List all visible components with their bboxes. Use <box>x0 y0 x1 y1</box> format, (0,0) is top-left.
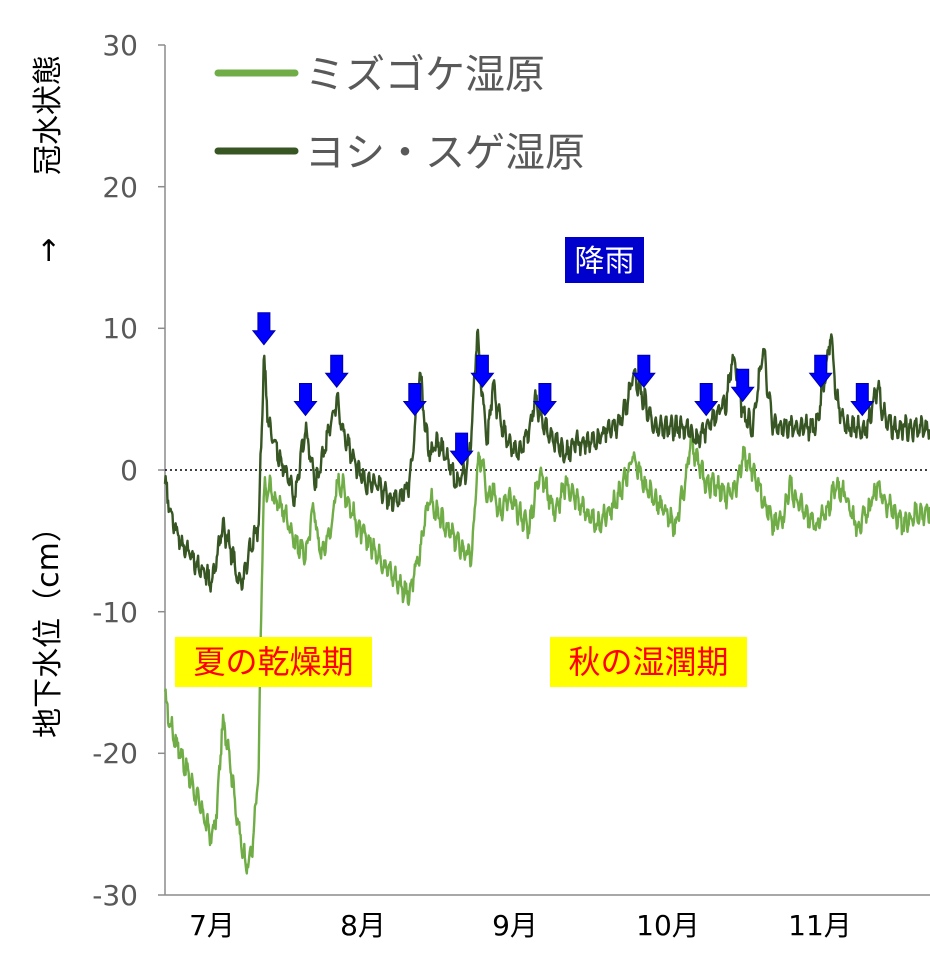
summer-dry-period-background <box>175 637 372 687</box>
series-layer <box>163 328 930 875</box>
legend-label-reed-sedge: ヨシ・スゲ湿原 <box>305 130 585 176</box>
series-line-sphagnum <box>163 430 930 875</box>
x-tick-label: 11月 <box>788 909 852 942</box>
y-tick-label: -20 <box>92 737 138 770</box>
x-tick-label: 10月 <box>636 909 700 942</box>
rain-label: 降雨 <box>575 244 635 279</box>
autumn-wet-period-label: 秋の湿潤期 <box>568 643 728 681</box>
legend: ミズゴケ湿原 ヨシ・スゲ湿原 <box>214 52 585 176</box>
y-tick-label: 0 <box>120 454 138 487</box>
rain-arrow-icon <box>324 354 349 389</box>
rain-arrow-icon <box>694 383 719 417</box>
x-tick-label: 9月 <box>492 909 538 942</box>
x-tick-label: 7月 <box>189 909 235 942</box>
y-axis-title: 地下水位（cm） → 冠水状態 <box>31 55 66 738</box>
rain-arrow-icon <box>631 354 656 389</box>
y-tick-label: 20 <box>102 171 138 204</box>
y-tick-label: 30 <box>102 29 138 62</box>
autumn-wet-period-background <box>550 637 747 687</box>
y-axis-label: 地下水位（cm） <box>31 512 66 738</box>
y-axis-label-top: 冠水状態 <box>31 55 66 175</box>
y-tick-label: 10 <box>102 312 138 345</box>
rain-arrow-icon <box>730 368 755 403</box>
rain-arrow-icon <box>850 383 875 417</box>
rain-arrow-icon <box>293 383 318 417</box>
series-line-reed-sedge <box>163 328 930 593</box>
rain-label-background <box>565 237 644 283</box>
rain-layer <box>251 312 875 466</box>
rain-arrow-icon <box>251 312 276 346</box>
y-tick-label: -10 <box>92 596 138 629</box>
summer-dry-period-label: 夏の乾燥期 <box>193 643 353 681</box>
y-tick-label: -30 <box>92 879 138 912</box>
rain-arrow-icon <box>402 383 427 417</box>
legend-label-sphagnum: ミズゴケ湿原 <box>305 52 545 98</box>
rain-arrow-icon <box>449 432 474 466</box>
y-axis-arrow: → <box>31 237 66 262</box>
rain-arrow-icon <box>532 383 557 417</box>
rain-arrow-icon <box>470 354 495 389</box>
rain-arrow-icon <box>808 354 833 389</box>
x-tick-label: 8月 <box>340 909 386 942</box>
